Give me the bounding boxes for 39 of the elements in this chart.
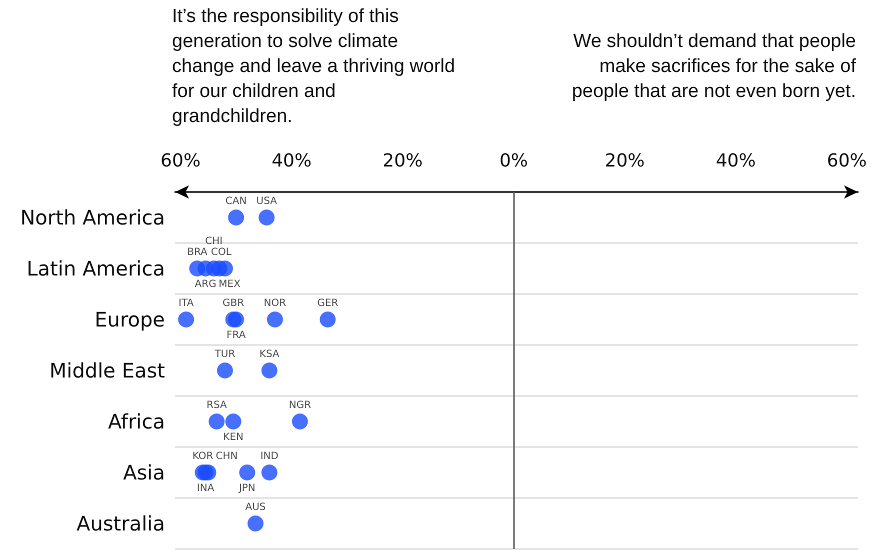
series-label: FRA xyxy=(226,330,246,341)
series-label: INA xyxy=(196,483,214,494)
y-tick-label: Australia xyxy=(76,512,165,536)
series-label: CHI xyxy=(205,236,223,247)
series-label: MEX xyxy=(218,279,241,290)
x-tick-label: 40% xyxy=(716,150,756,172)
series-label: COL xyxy=(210,247,232,258)
series-label: RSA xyxy=(206,400,227,411)
x-tick-label: 20% xyxy=(382,150,423,172)
series-label: NOR xyxy=(264,298,286,309)
y-tick-label: Middle East xyxy=(49,358,166,382)
series-label: USA xyxy=(256,196,278,207)
series-label: GBR xyxy=(222,298,244,309)
y-tick-label: Africa xyxy=(108,410,165,434)
y-tick-label: Asia xyxy=(123,460,165,484)
y-tick-label: Latin America xyxy=(26,256,165,280)
text: We shouldn’t demand that people make sacrifices for the sake of people that are not even born yet. xyxy=(570,30,856,104)
series-label: CAN xyxy=(225,196,247,207)
series-label: ITA xyxy=(178,298,194,309)
x-tick-label: 60% xyxy=(160,150,201,172)
x-tick-label: 60% xyxy=(826,150,867,172)
x-tick-label: 40% xyxy=(272,150,312,172)
series-label: GER xyxy=(317,298,338,309)
y-tick-label: North America xyxy=(20,206,165,230)
y-tick-label: Europe xyxy=(94,308,165,332)
series-label: ARG xyxy=(194,279,216,290)
series-label: IND xyxy=(260,451,279,462)
x-tick-label: 20% xyxy=(604,150,645,172)
series-label: AUS xyxy=(245,502,266,513)
series-label: NGR xyxy=(288,400,312,411)
text: It’s the responsibility of this generation to solve climate change and leave a thriving world for our children and grandchildren. xyxy=(172,5,456,129)
series-label: BRA xyxy=(187,247,208,258)
series-label: KEN xyxy=(223,432,244,443)
x-tick-label: 0% xyxy=(499,150,528,172)
series-label: TUR xyxy=(214,349,236,360)
series-label: KSA xyxy=(259,349,280,360)
series-label: CHN xyxy=(216,451,238,462)
series-label: KOR xyxy=(192,451,214,462)
series-label: JPN xyxy=(238,483,256,494)
